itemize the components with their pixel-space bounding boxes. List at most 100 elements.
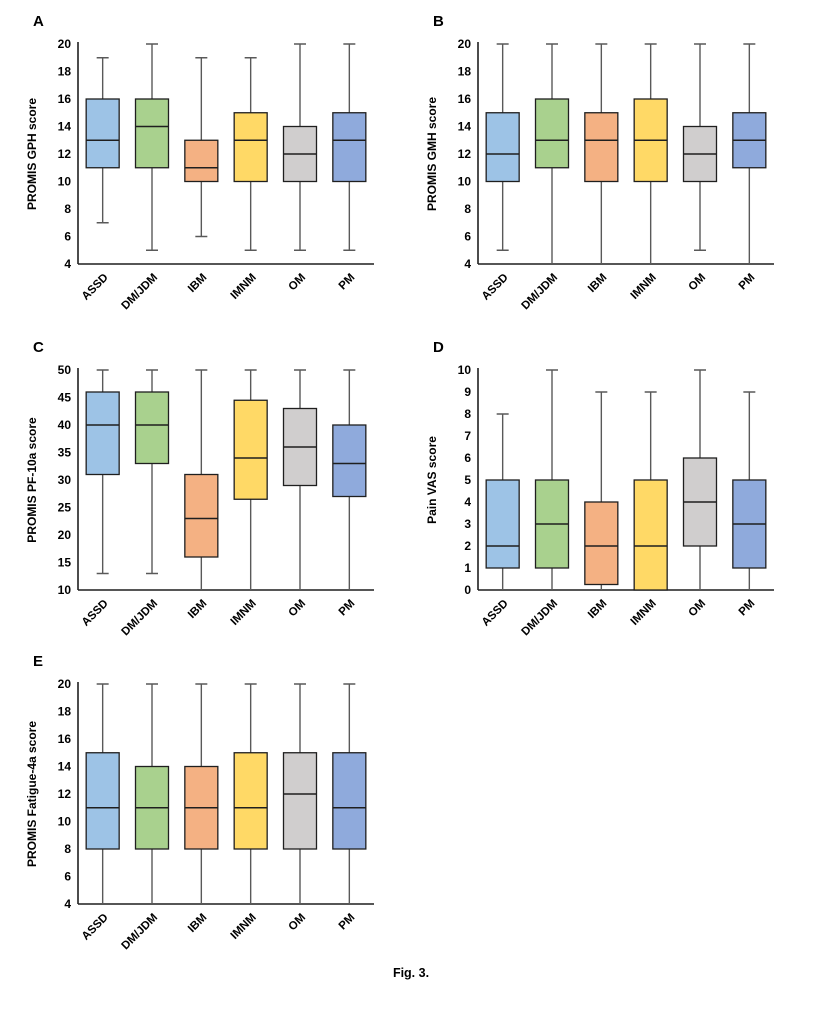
y-tick-label: 14 <box>58 760 72 774</box>
iqr-box <box>584 112 619 183</box>
y-tick-label: 5 <box>464 473 471 487</box>
box-imnm <box>633 43 668 264</box>
y-tick-label: 7 <box>464 429 471 443</box>
y-tick-label: 35 <box>58 446 72 460</box>
y-tick-label: 12 <box>458 147 472 161</box>
y-tick-label: 45 <box>58 391 72 405</box>
y-tick-label: 20 <box>458 37 472 51</box>
box-pm <box>332 369 367 590</box>
box-om <box>682 43 718 251</box>
x-category-label: PM <box>337 598 358 619</box>
y-tick-label: 15 <box>58 556 72 570</box>
x-category-label: PM <box>337 272 358 293</box>
box-assd <box>485 413 520 590</box>
box-dm-jdm <box>534 43 570 264</box>
box-dm-jdm <box>534 369 570 590</box>
y-tick-label: 10 <box>58 815 72 829</box>
y-tick-label: 18 <box>58 65 72 79</box>
x-category-label: DM/JDM <box>120 272 161 313</box>
panel-label-b: B <box>433 13 445 30</box>
y-tick-label: 6 <box>464 230 471 244</box>
y-tick-label: 16 <box>458 92 472 106</box>
y-tick-label: 8 <box>464 407 471 421</box>
iqr-box <box>332 112 367 183</box>
y-tick-label: 14 <box>458 120 472 134</box>
panel-c: C 10 15 20 25 30 35 40 45 50 PROMIS PF-10a score A… <box>20 338 420 660</box>
x-category-label: ASSD <box>80 912 111 943</box>
iqr-box <box>233 112 268 183</box>
box-pm <box>732 391 767 590</box>
x-category-label: IBM <box>586 272 609 295</box>
y-tick-label: 40 <box>58 418 72 432</box>
x-category-label: PM <box>337 912 358 933</box>
panel-b: B 4 6 8 10 12 14 16 18 20 PROMIS GMH score ASSD DM/… <box>420 12 820 334</box>
x-category-label: PM <box>737 598 758 619</box>
box-ibm <box>584 43 619 264</box>
box-pm <box>732 43 767 264</box>
panel-label-a: A <box>33 13 45 30</box>
panel-a: A 4 6 8 10 12 14 16 18 20 PROMIS GPH score ASSD DM/… <box>20 12 420 334</box>
x-category-label: IMNM <box>629 272 659 302</box>
iqr-box <box>485 479 520 569</box>
x-category-label: ASSD <box>480 598 511 629</box>
boxplot-fatigue4a-chart: 4 6 8 10 12 14 16 18 20 PROMIS Fatigue-4a score AS… <box>20 674 420 974</box>
box-ibm <box>184 369 219 590</box>
panel-label-d: D <box>433 339 445 356</box>
x-category-label: IBM <box>186 598 209 621</box>
y-axis-title: PROMIS PF-10a score <box>25 417 39 543</box>
boxplot-gph-chart: 4 6 8 10 12 14 16 18 20 PROMIS GPH score ASSD DM/JD… <box>20 34 420 334</box>
y-tick-label: 4 <box>64 257 71 271</box>
x-category-label: PM <box>737 272 758 293</box>
boxplot-painvas-chart: 0 1 2 3 4 5 6 7 8 9 10 Pain VAS score ASSD DM/JDM IBM I… <box>420 360 820 660</box>
y-tick-label: 50 <box>58 363 72 377</box>
iqr-box <box>332 752 367 850</box>
y-tick-label: 16 <box>58 92 72 106</box>
iqr-box <box>233 399 268 500</box>
y-tick-label: 2 <box>464 539 471 553</box>
x-category-label: IMNM <box>229 598 259 628</box>
iqr-box <box>584 501 619 586</box>
y-tick-label: 25 <box>58 501 72 515</box>
y-axis-title: PROMIS GMH score <box>425 97 439 211</box>
y-tick-label: 14 <box>58 120 72 134</box>
x-category-label: OM <box>687 272 709 294</box>
box-dm-jdm <box>134 683 170 904</box>
x-category-label: DM/JDM <box>120 912 161 953</box>
y-tick-label: 20 <box>58 528 72 542</box>
y-tick-label: 10 <box>58 583 72 597</box>
x-category-label: DM/JDM <box>520 598 561 639</box>
iqr-box <box>332 424 367 498</box>
y-tick-label: 3 <box>464 517 471 531</box>
y-tick-label: 10 <box>58 175 72 189</box>
x-category-label: ASSD <box>80 272 111 303</box>
y-tick-label: 12 <box>58 787 72 801</box>
y-tick-label: 6 <box>64 230 71 244</box>
y-tick-label: 6 <box>464 451 471 465</box>
box-ibm <box>584 391 619 590</box>
panel-e: E 4 6 8 10 12 14 16 18 20 PROMIS Fatigue-4a score… <box>20 652 420 974</box>
iqr-box <box>184 473 219 558</box>
box-assd <box>85 683 120 904</box>
y-axis-title: PROMIS GPH score <box>25 98 39 210</box>
iqr-box <box>134 391 170 465</box>
x-category-label: OM <box>287 598 309 620</box>
panel-label-e: E <box>33 653 44 670</box>
x-category-label: IMNM <box>629 598 659 628</box>
x-category-label: IBM <box>186 272 209 295</box>
y-tick-label: 20 <box>58 37 72 51</box>
box-ibm <box>184 683 219 904</box>
box-om <box>682 369 718 590</box>
y-tick-label: 30 <box>58 473 72 487</box>
y-tick-label: 8 <box>64 202 71 216</box>
box-imnm <box>233 57 268 251</box>
panel-label-c: C <box>33 339 45 356</box>
y-tick-label: 8 <box>464 202 471 216</box>
box-assd <box>85 369 120 575</box>
box-om <box>282 43 318 251</box>
y-tick-label: 9 <box>464 385 471 399</box>
y-tick-label: 0 <box>464 583 471 597</box>
iqr-box <box>534 98 570 169</box>
x-category-label: IBM <box>586 598 609 621</box>
box-imnm <box>633 391 668 591</box>
iqr-box <box>85 752 120 850</box>
